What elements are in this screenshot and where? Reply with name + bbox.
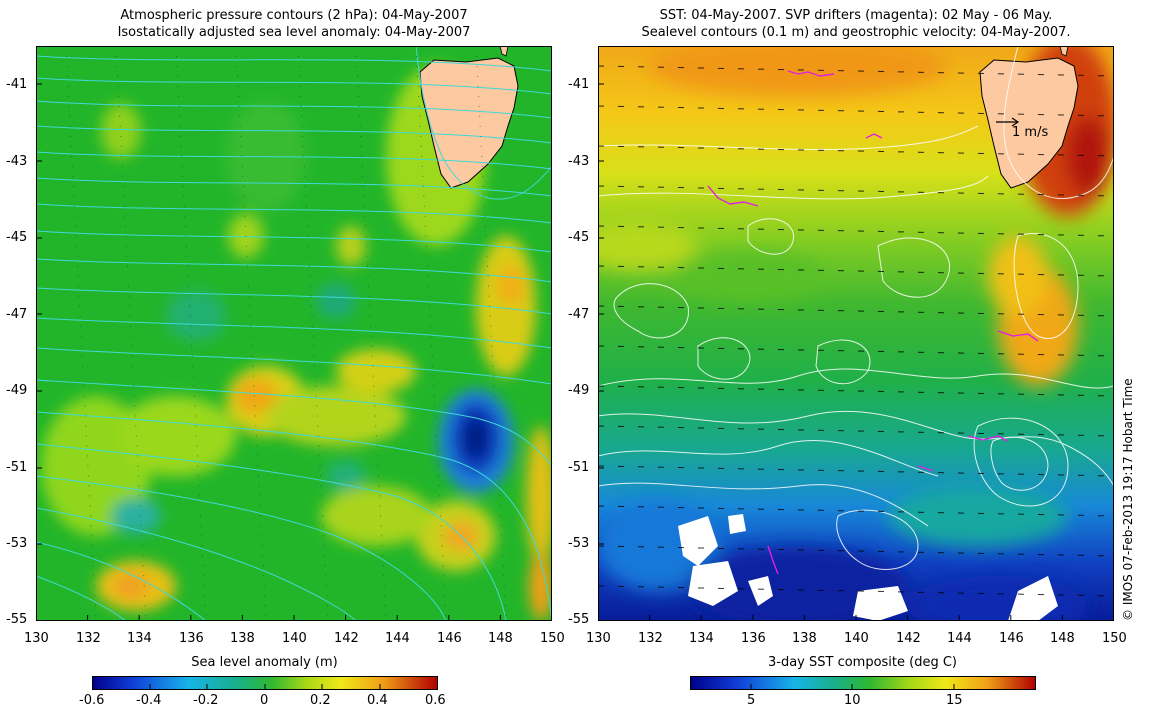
left-x-tick: 146 xyxy=(437,631,462,646)
imos-credit: © IMOS 07-Feb-2013 19:17 Hobart Time xyxy=(1121,378,1135,621)
right-x-tick: 148 xyxy=(1050,631,1075,646)
right-x-tick: 146 xyxy=(999,631,1024,646)
left-y-tick: -41 xyxy=(6,77,28,92)
left-colorbar-tick: -0.4 xyxy=(136,693,162,708)
right-x-tick: 140 xyxy=(844,631,869,646)
right-x-tick: 134 xyxy=(689,631,714,646)
sst-map xyxy=(598,46,1114,621)
right-x-tick: 130 xyxy=(586,631,611,646)
right-y-axis-ticks xyxy=(598,83,604,545)
land-tasmania xyxy=(419,46,519,189)
left-y-axis-ticks xyxy=(36,83,42,545)
left-colorbar-tick: -0.6 xyxy=(79,693,105,708)
right-x-tick: 132 xyxy=(638,631,663,646)
right-x-tick: 136 xyxy=(741,631,766,646)
right-y-tick: -53 xyxy=(568,536,590,551)
left-colorbar xyxy=(92,676,438,690)
left-y-tick: -47 xyxy=(6,307,28,322)
left-y-tick: -43 xyxy=(6,154,28,169)
left-colorbar-tick: 0.6 xyxy=(425,693,446,708)
right-x-tick: 142 xyxy=(896,631,921,646)
right-title-line2: Sealevel contours (0.1 m) and geostrophi… xyxy=(641,25,1071,40)
sealevel-contours xyxy=(598,46,1114,570)
left-x-tick: 138 xyxy=(230,631,255,646)
right-x-tick: 138 xyxy=(792,631,817,646)
left-title-line2: Isostatically adjusted sea level anomaly… xyxy=(117,25,471,40)
left-y-tick: -53 xyxy=(6,536,28,551)
left-y-tick: -55 xyxy=(6,612,28,627)
velocity-scale-label: 1 m/s xyxy=(1012,125,1049,140)
right-title-line1: SST: 04-May-2007. SVP drifters (magenta)… xyxy=(659,8,1053,23)
right-y-tick: -55 xyxy=(568,612,590,627)
left-y-tick: -49 xyxy=(6,383,28,398)
right-colorbar-label: 3-day SST composite (deg C) xyxy=(767,655,958,670)
right-y-tick: -41 xyxy=(568,77,590,92)
right-y-tick: -47 xyxy=(568,307,590,322)
right-x-axis-ticks xyxy=(649,615,1063,621)
land-tasmania xyxy=(979,46,1079,189)
velocity-vectors xyxy=(598,65,1114,597)
left-colorbar-label: Sea level anomaly (m) xyxy=(191,655,338,670)
left-x-tick: 150 xyxy=(540,631,565,646)
right-y-tick: -51 xyxy=(568,460,590,475)
left-x-tick: 130 xyxy=(24,631,49,646)
left-colorbar-tick: -0.2 xyxy=(193,693,219,708)
left-x-tick: 134 xyxy=(127,631,152,646)
cloud-gaps xyxy=(678,514,1058,621)
left-x-tick: 132 xyxy=(76,631,101,646)
pressure-contours xyxy=(36,46,552,621)
drifter-tracks xyxy=(707,70,1039,575)
left-colorbar-tick: 0.4 xyxy=(367,693,388,708)
left-x-tick: 148 xyxy=(488,631,513,646)
right-y-tick: -49 xyxy=(568,383,590,398)
left-x-tick: 144 xyxy=(385,631,410,646)
left-x-tick: 136 xyxy=(179,631,204,646)
left-title: Atmospheric pressure contours (2 hPa): 0… xyxy=(36,7,552,41)
left-title-line1: Atmospheric pressure contours (2 hPa): 0… xyxy=(120,8,468,23)
left-x-tick: 142 xyxy=(334,631,359,646)
left-x-tick: 140 xyxy=(282,631,307,646)
right-title: SST: 04-May-2007. SVP drifters (magenta)… xyxy=(598,7,1114,41)
right-y-tick: -43 xyxy=(568,154,590,169)
sea-level-anomaly-map xyxy=(36,46,552,621)
velocity-scale-arrow xyxy=(996,117,1020,127)
left-y-tick: -51 xyxy=(6,460,28,475)
right-colorbar-tick: 10 xyxy=(844,693,861,708)
right-y-tick: -45 xyxy=(568,230,590,245)
left-colorbar-tick: 0.2 xyxy=(310,693,331,708)
right-x-tick: 150 xyxy=(1102,631,1127,646)
left-x-axis-ticks xyxy=(36,615,501,621)
right-x-tick: 144 xyxy=(947,631,972,646)
left-colorbar-tick: 0 xyxy=(260,693,269,708)
right-colorbar-tick: 5 xyxy=(747,693,756,708)
right-colorbar xyxy=(690,676,1036,690)
left-y-tick: -45 xyxy=(6,230,28,245)
right-colorbar-tick: 15 xyxy=(946,693,963,708)
